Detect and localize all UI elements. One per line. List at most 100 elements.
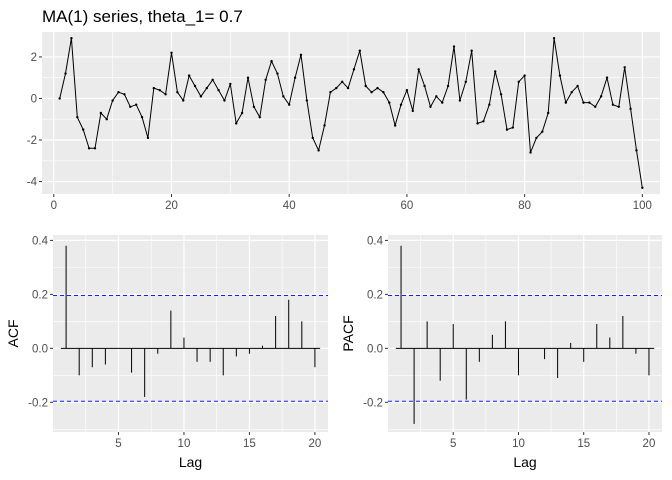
- data-point: [146, 136, 150, 140]
- data-point: [152, 86, 156, 90]
- y-tick-label: 0.4: [32, 235, 49, 247]
- data-point: [535, 136, 538, 140]
- x-tick-label: 0: [51, 200, 57, 212]
- data-point: [611, 103, 615, 106]
- data-point: [252, 105, 256, 108]
- data-point: [311, 136, 314, 140]
- data-point: [576, 84, 579, 88]
- data-point: [164, 93, 167, 96]
- data-point: [552, 37, 556, 40]
- x-axis-label: Lag: [179, 454, 202, 470]
- data-point: [446, 84, 450, 88]
- data-point: [99, 111, 103, 115]
- data-point: [511, 126, 515, 129]
- x-tick-label: 15: [243, 438, 256, 450]
- data-point: [523, 74, 526, 77]
- data-point: [458, 99, 462, 102]
- x-tick-label: 15: [577, 438, 590, 450]
- data-point: [435, 95, 438, 98]
- y-tick-label: 0: [31, 93, 37, 105]
- data-point: [129, 105, 132, 108]
- x-tick-label: 10: [512, 438, 525, 450]
- data-point: [482, 120, 485, 123]
- data-point: [564, 101, 568, 104]
- data-point: [111, 99, 114, 102]
- data-point: [70, 37, 73, 40]
- data-point: [205, 86, 208, 90]
- x-tick-label: 20: [643, 438, 656, 450]
- data-point: [358, 49, 362, 52]
- data-point: [240, 111, 244, 115]
- data-point: [87, 147, 91, 150]
- plot-panel-background: [42, 32, 660, 194]
- x-tick-label: 10: [178, 438, 191, 450]
- y-tick-label: -4: [27, 177, 38, 189]
- data-point: [558, 74, 562, 77]
- data-point: [246, 76, 250, 79]
- data-point: [323, 124, 326, 127]
- data-point: [299, 53, 303, 57]
- data-point: [282, 95, 285, 98]
- data-point: [64, 72, 67, 75]
- data-point: [570, 91, 573, 94]
- data-point: [405, 88, 409, 92]
- data-point: [470, 49, 473, 52]
- x-tick-label: 60: [401, 200, 414, 212]
- data-point: [399, 103, 403, 106]
- data-point: [258, 115, 261, 119]
- data-point: [476, 122, 479, 125]
- x-tick-label: 5: [115, 438, 121, 450]
- data-point: [423, 84, 426, 88]
- data-point: [541, 130, 544, 133]
- y-tick-label: 2: [31, 52, 37, 64]
- data-point: [134, 103, 138, 106]
- data-point: [158, 88, 161, 92]
- x-tick-label: 5: [450, 438, 456, 450]
- y-tick-label: -2: [27, 135, 37, 147]
- data-point: [264, 78, 267, 81]
- data-point: [393, 124, 397, 127]
- x-tick-label: 40: [283, 200, 296, 212]
- data-point: [170, 51, 173, 54]
- data-point: [582, 101, 585, 104]
- data-point: [364, 84, 367, 88]
- data-point: [599, 95, 603, 98]
- y-tick-label: -0.2: [28, 397, 48, 409]
- y-axis-label: PACF: [340, 315, 356, 351]
- data-point: [382, 91, 385, 94]
- x-tick-label: 20: [309, 438, 322, 450]
- y-tick-label: 0.0: [32, 343, 48, 355]
- data-point: [270, 59, 273, 63]
- y-tick-label: 0.4: [367, 235, 384, 247]
- x-tick-label: 20: [165, 200, 178, 212]
- data-point: [229, 82, 232, 86]
- data-point: [411, 109, 414, 113]
- data-point: [117, 91, 120, 94]
- data-point: [494, 70, 497, 73]
- data-point: [499, 93, 503, 96]
- data-point: [452, 45, 456, 48]
- y-tick-label: 0.2: [32, 289, 48, 301]
- data-point: [641, 186, 644, 189]
- data-point: [329, 91, 332, 94]
- data-point: [388, 101, 391, 104]
- data-point: [529, 151, 532, 154]
- data-point: [187, 74, 191, 77]
- data-point: [505, 128, 509, 131]
- data-point: [199, 95, 203, 98]
- data-point: [176, 91, 179, 94]
- data-point: [217, 88, 220, 92]
- data-point: [193, 84, 197, 88]
- data-point: [182, 99, 185, 102]
- data-point: [235, 122, 238, 125]
- data-point: [635, 149, 638, 152]
- y-tick-label: 0.2: [367, 289, 383, 301]
- data-point: [594, 105, 597, 108]
- x-tick-label: 100: [633, 200, 652, 212]
- data-point: [317, 149, 320, 152]
- data-point: [370, 91, 373, 94]
- data-point: [464, 80, 467, 84]
- y-tick-label: -0.2: [363, 397, 383, 409]
- acf-panel: 5 10 15 20 -0.2 0.0 0.2 0.4 Lag ACF: [5, 235, 328, 470]
